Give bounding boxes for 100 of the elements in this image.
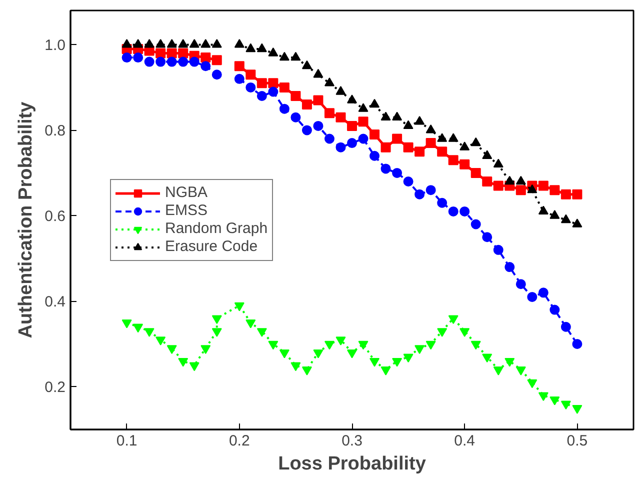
point bbox=[516, 279, 526, 290]
point bbox=[234, 74, 244, 84]
point bbox=[302, 366, 312, 376]
point bbox=[370, 129, 380, 140]
point bbox=[414, 146, 425, 157]
point bbox=[380, 366, 391, 376]
point bbox=[122, 52, 132, 63]
point bbox=[516, 185, 526, 196]
point bbox=[437, 198, 448, 208]
point bbox=[313, 120, 324, 131]
point bbox=[448, 155, 458, 166]
point bbox=[403, 142, 414, 152]
point bbox=[504, 176, 515, 185]
point bbox=[256, 91, 267, 101]
point bbox=[279, 82, 290, 92]
point bbox=[448, 206, 458, 216]
point bbox=[324, 134, 334, 144]
point bbox=[302, 125, 312, 136]
point bbox=[336, 142, 346, 152]
point bbox=[470, 340, 481, 350]
point bbox=[550, 304, 560, 315]
point bbox=[290, 91, 301, 102]
point bbox=[504, 262, 515, 272]
point bbox=[493, 244, 504, 255]
point bbox=[268, 340, 278, 350]
point bbox=[178, 48, 188, 58]
point bbox=[178, 56, 188, 67]
point bbox=[527, 184, 538, 194]
point bbox=[493, 158, 504, 168]
point bbox=[392, 112, 402, 120]
point bbox=[324, 77, 334, 86]
point bbox=[527, 292, 538, 302]
point bbox=[448, 133, 458, 142]
point bbox=[370, 98, 380, 108]
point bbox=[426, 138, 436, 148]
point bbox=[178, 358, 188, 367]
point bbox=[347, 120, 357, 131]
x-axis-title: Loss Probability bbox=[278, 454, 426, 474]
point bbox=[144, 56, 154, 67]
point bbox=[392, 134, 402, 144]
point bbox=[189, 39, 200, 48]
point bbox=[133, 52, 144, 63]
point bbox=[470, 137, 481, 146]
point bbox=[156, 336, 166, 346]
point bbox=[166, 48, 177, 58]
point bbox=[302, 60, 312, 70]
point bbox=[437, 146, 448, 157]
point bbox=[268, 86, 278, 97]
point bbox=[256, 78, 267, 88]
point bbox=[380, 142, 391, 152]
y-tick-label: 0.2 bbox=[44, 379, 66, 396]
point bbox=[313, 68, 324, 78]
point bbox=[290, 112, 301, 122]
point bbox=[256, 328, 267, 337]
point bbox=[538, 288, 548, 298]
point bbox=[246, 82, 256, 92]
point bbox=[448, 315, 458, 324]
point bbox=[279, 52, 290, 61]
legend-label: NGBA bbox=[165, 184, 208, 202]
point bbox=[403, 176, 414, 187]
point bbox=[538, 392, 548, 401]
point bbox=[482, 150, 492, 159]
point bbox=[122, 320, 132, 328]
point bbox=[246, 320, 256, 328]
point bbox=[482, 176, 492, 187]
point bbox=[426, 124, 436, 134]
point bbox=[268, 48, 278, 56]
point bbox=[156, 48, 166, 58]
point bbox=[268, 78, 278, 88]
point bbox=[166, 39, 177, 48]
point bbox=[414, 345, 425, 354]
point bbox=[313, 349, 324, 358]
point bbox=[156, 56, 166, 67]
point bbox=[414, 189, 425, 200]
point bbox=[560, 189, 571, 200]
point bbox=[212, 328, 222, 337]
x-tick-label: 0.4 bbox=[454, 432, 476, 450]
point bbox=[347, 94, 357, 104]
point bbox=[482, 354, 492, 363]
x-tick-label: 0.2 bbox=[228, 432, 250, 450]
point bbox=[572, 189, 582, 200]
point bbox=[212, 55, 222, 66]
y-tick-label: 0.6 bbox=[44, 208, 66, 226]
point bbox=[347, 349, 357, 358]
point bbox=[133, 39, 144, 48]
point bbox=[313, 95, 324, 106]
point bbox=[234, 302, 244, 312]
point bbox=[279, 349, 290, 358]
point bbox=[572, 405, 582, 414]
point bbox=[403, 120, 414, 130]
point bbox=[234, 61, 244, 72]
point bbox=[256, 43, 267, 52]
point bbox=[482, 232, 492, 242]
point bbox=[336, 86, 346, 95]
y-tick-label: 0.8 bbox=[44, 122, 66, 140]
point bbox=[493, 180, 504, 191]
point bbox=[133, 324, 144, 333]
point bbox=[336, 336, 346, 346]
point bbox=[370, 150, 380, 161]
point bbox=[392, 168, 402, 178]
